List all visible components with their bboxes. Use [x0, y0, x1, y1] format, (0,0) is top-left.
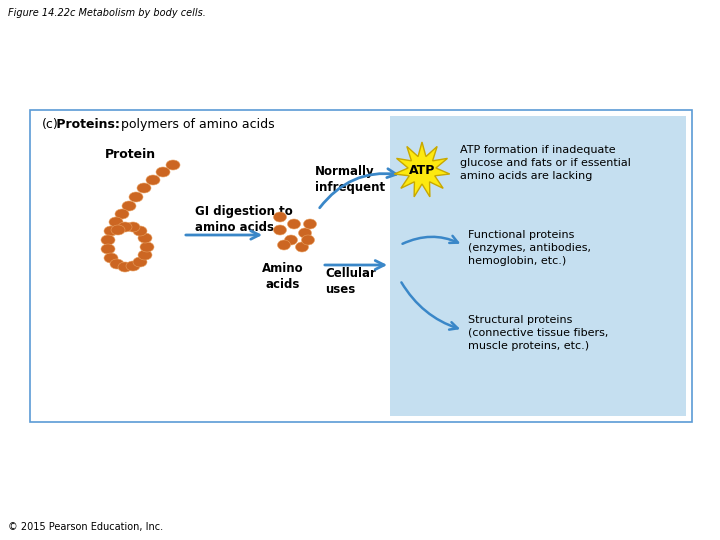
Ellipse shape: [101, 244, 115, 254]
Ellipse shape: [274, 212, 287, 222]
Ellipse shape: [115, 209, 129, 219]
Text: Figure 14.22c Metabolism by body cells.: Figure 14.22c Metabolism by body cells.: [8, 8, 206, 18]
Ellipse shape: [299, 228, 312, 238]
FancyBboxPatch shape: [390, 116, 686, 416]
Ellipse shape: [104, 226, 118, 236]
Ellipse shape: [284, 235, 297, 245]
Text: Proteins:: Proteins:: [52, 118, 120, 131]
Text: ATP formation if inadequate
glucose and fats or if essential
amino acids are lac: ATP formation if inadequate glucose and …: [460, 145, 631, 180]
Ellipse shape: [274, 225, 287, 235]
Text: Protein: Protein: [105, 148, 156, 161]
Ellipse shape: [133, 257, 147, 267]
Ellipse shape: [126, 222, 140, 232]
FancyBboxPatch shape: [30, 110, 692, 422]
Ellipse shape: [138, 250, 152, 260]
Ellipse shape: [129, 192, 143, 202]
Text: (c): (c): [42, 118, 59, 131]
Ellipse shape: [137, 183, 151, 193]
Polygon shape: [395, 142, 450, 197]
Text: Amino
acids: Amino acids: [262, 262, 304, 291]
Ellipse shape: [140, 242, 154, 252]
Text: Cellular
uses: Cellular uses: [325, 267, 376, 296]
Ellipse shape: [302, 235, 315, 245]
Text: © 2015 Pearson Education, Inc.: © 2015 Pearson Education, Inc.: [8, 522, 163, 532]
Ellipse shape: [122, 201, 136, 211]
Ellipse shape: [133, 226, 147, 236]
Ellipse shape: [126, 261, 140, 271]
Ellipse shape: [110, 259, 124, 269]
Ellipse shape: [104, 253, 118, 263]
Ellipse shape: [118, 222, 132, 232]
Text: Functional proteins
(enzymes, antibodies,
hemoglobin, etc.): Functional proteins (enzymes, antibodies…: [468, 230, 591, 266]
Ellipse shape: [109, 217, 123, 227]
Ellipse shape: [146, 175, 160, 185]
Ellipse shape: [111, 225, 125, 235]
Ellipse shape: [277, 240, 290, 250]
Ellipse shape: [138, 233, 152, 243]
Ellipse shape: [156, 167, 170, 177]
Ellipse shape: [287, 219, 300, 229]
Text: polymers of amino acids: polymers of amino acids: [117, 118, 274, 131]
Text: ATP: ATP: [409, 164, 435, 177]
Text: Normally
infrequent: Normally infrequent: [315, 165, 385, 194]
Text: Structural proteins
(connective tissue fibers,
muscle proteins, etc.): Structural proteins (connective tissue f…: [468, 315, 608, 350]
Text: GI digestion to
amino acids: GI digestion to amino acids: [195, 205, 293, 234]
Ellipse shape: [101, 235, 115, 245]
Ellipse shape: [295, 242, 308, 252]
Ellipse shape: [304, 219, 317, 229]
Ellipse shape: [166, 160, 180, 170]
Ellipse shape: [118, 262, 132, 272]
